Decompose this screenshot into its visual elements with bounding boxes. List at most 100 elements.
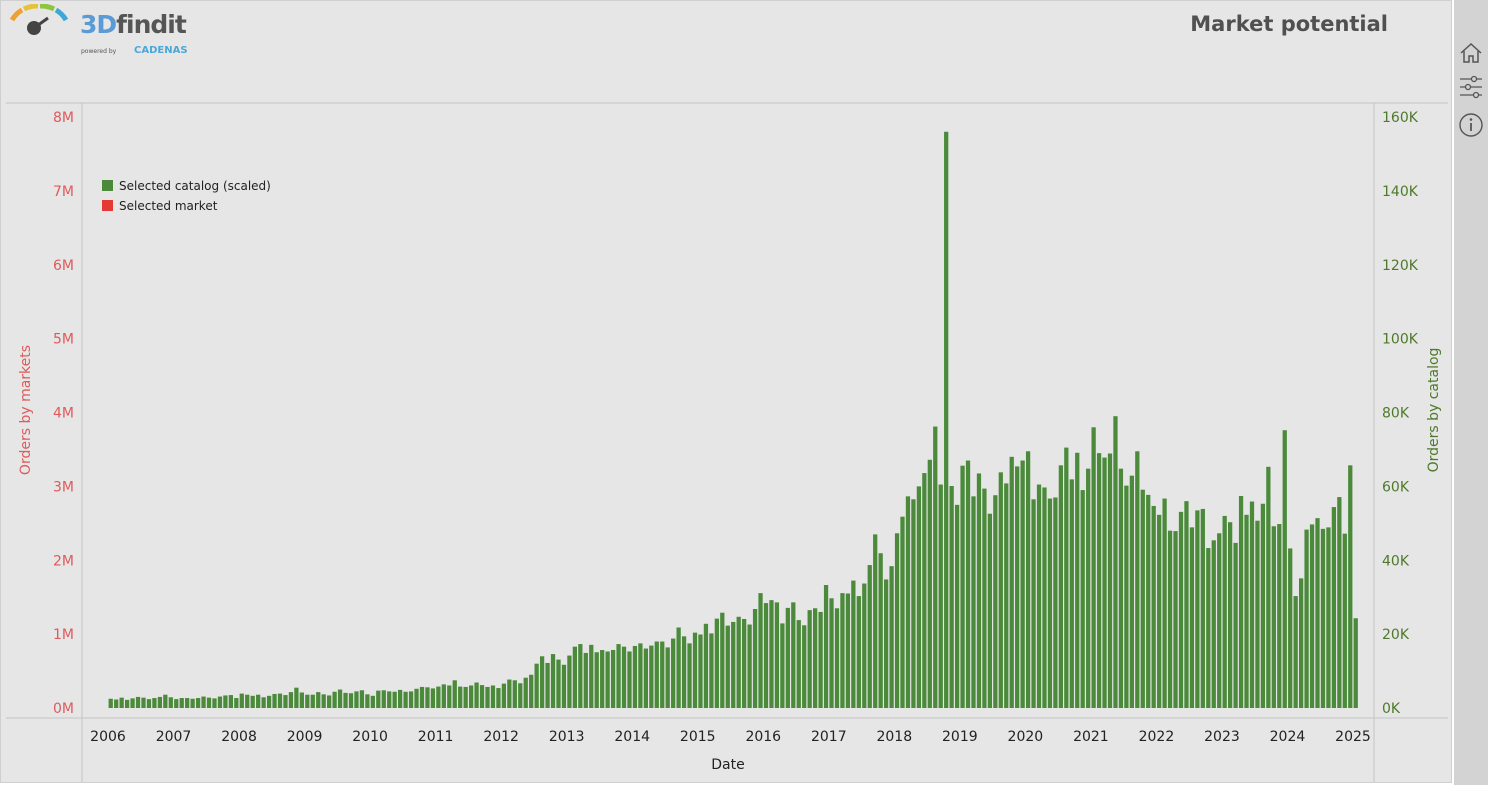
catalog-bar <box>1233 542 1238 708</box>
x-tick-label: 2010 <box>352 729 388 745</box>
x-tick-label: 2025 <box>1335 729 1371 745</box>
catalog-bar <box>671 638 676 708</box>
catalog-bar <box>550 654 556 708</box>
catalog-bar <box>468 685 474 708</box>
catalog-bar <box>1320 528 1326 708</box>
filter-sliders-icon[interactable] <box>1458 74 1484 100</box>
brand-findit: findit <box>116 10 187 39</box>
catalog-bar <box>698 634 703 708</box>
catalog-bar <box>436 686 441 708</box>
catalog-bar <box>141 697 146 708</box>
catalog-bar <box>1337 497 1342 708</box>
catalog-bar <box>190 698 195 708</box>
x-axis-title: Date <box>711 757 744 773</box>
x-tick-label: 2012 <box>483 729 519 745</box>
catalog-bar <box>1271 526 1276 708</box>
catalog-bar <box>398 689 403 708</box>
catalog-bar <box>479 685 485 708</box>
catalog-bar <box>1031 499 1036 708</box>
x-tick-label: 2007 <box>156 729 192 745</box>
catalog-bar <box>146 699 152 708</box>
catalog-bar <box>654 641 659 708</box>
catalog-bar <box>638 643 643 708</box>
right-tick-label: 60K <box>1382 479 1410 495</box>
catalog-bar <box>1004 483 1009 708</box>
catalog-bar <box>867 565 872 708</box>
catalog-bar <box>529 674 534 708</box>
right-tick-label: 20K <box>1382 627 1410 643</box>
x-tick-label: 2020 <box>1008 729 1044 745</box>
catalog-bar <box>392 691 397 708</box>
catalog-bar <box>802 625 807 708</box>
catalog-bar <box>327 695 332 708</box>
catalog-bar <box>163 694 168 708</box>
right-tick-label: 40K <box>1382 553 1410 569</box>
catalog-bar <box>490 685 496 708</box>
catalog-bar <box>998 472 1003 708</box>
catalog-bar <box>174 699 179 708</box>
catalog-bar <box>736 616 741 708</box>
catalog-bar <box>851 580 856 708</box>
catalog-bar <box>1348 465 1353 708</box>
catalog-bar <box>643 648 648 708</box>
catalog-bar <box>632 645 638 708</box>
catalog-bar <box>545 662 550 708</box>
catalog-bar <box>332 691 337 708</box>
catalog-bar <box>916 486 922 708</box>
catalog-bar <box>971 496 976 708</box>
catalog-bar <box>889 566 894 708</box>
catalog-bar <box>763 603 769 708</box>
right-tick-label: 100K <box>1382 332 1419 348</box>
catalog-bar <box>780 623 785 708</box>
catalog-bar <box>245 694 250 708</box>
catalog-bar <box>1167 530 1173 708</box>
catalog-bar <box>1009 456 1014 708</box>
catalog-bar <box>692 632 698 708</box>
catalog-bar <box>818 611 823 708</box>
catalog-bar <box>610 650 616 708</box>
catalog-bar <box>845 593 851 708</box>
catalog-bar <box>256 694 261 708</box>
catalog-bar <box>403 691 408 708</box>
catalog-bar <box>1249 501 1255 708</box>
catalog-bar <box>993 495 998 708</box>
catalog-bar <box>987 513 993 708</box>
catalog-bar <box>1260 503 1266 708</box>
catalog-bar <box>1282 430 1287 708</box>
catalog-bar <box>933 426 938 708</box>
left-tick-label: 5M <box>53 332 74 348</box>
info-icon[interactable] <box>1458 112 1484 138</box>
catalog-bar <box>605 651 610 708</box>
right-tick-label: 0K <box>1382 701 1401 717</box>
catalog-bar <box>354 691 359 708</box>
page-title: Market potential <box>1190 12 1388 36</box>
catalog-bar <box>709 633 714 708</box>
catalog-bar <box>1015 466 1020 708</box>
catalog-bar <box>1107 453 1113 708</box>
catalog-bar <box>1255 520 1260 708</box>
catalog-bar <box>813 608 818 708</box>
catalog-bar <box>949 486 954 708</box>
catalog-bar <box>687 643 692 708</box>
catalog-bar <box>343 692 348 708</box>
left-tick-label: 3M <box>53 479 74 495</box>
home-icon[interactable] <box>1458 40 1484 66</box>
bars-group <box>108 131 1358 708</box>
catalog-bar <box>507 679 512 708</box>
catalog-bar <box>1178 511 1184 708</box>
catalog-bar <box>1304 529 1309 708</box>
catalog-bar <box>452 680 457 708</box>
catalog-bar <box>1228 522 1233 708</box>
catalog-bar <box>944 131 949 708</box>
catalog-bar <box>124 699 130 708</box>
catalog-bar <box>206 697 212 708</box>
x-tick-label: 2006 <box>90 729 126 745</box>
catalog-bar <box>927 459 932 708</box>
catalog-bar <box>976 473 982 708</box>
catalog-bar <box>1288 548 1293 708</box>
catalog-bar <box>589 644 594 708</box>
catalog-bar <box>1124 485 1129 708</box>
catalog-bar <box>441 684 446 708</box>
catalog-bar <box>179 698 184 708</box>
catalog-bar <box>261 697 266 708</box>
